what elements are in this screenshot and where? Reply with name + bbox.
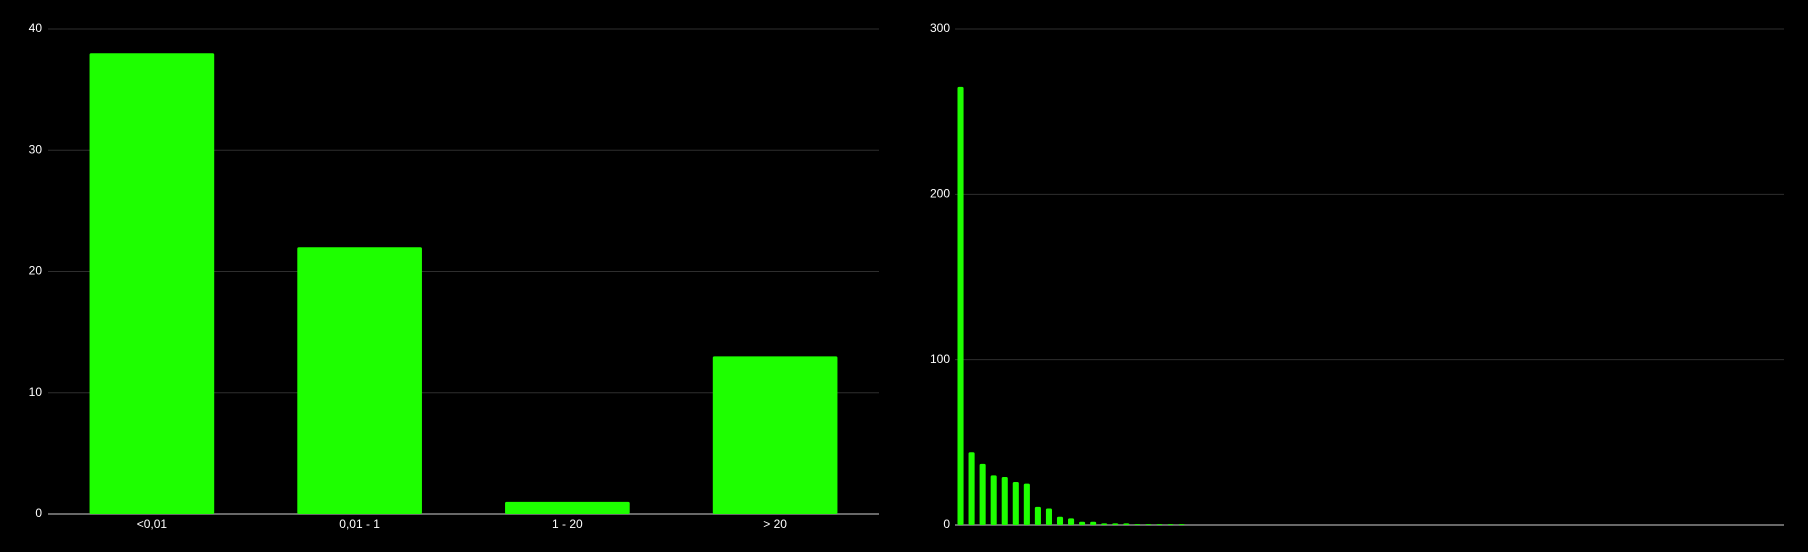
- bar: [89, 53, 215, 514]
- bar: [1056, 516, 1064, 525]
- bar: [1068, 518, 1075, 525]
- bar: [1023, 483, 1030, 525]
- x-tick-label: <0,01: [137, 517, 168, 531]
- bar: [1045, 508, 1052, 525]
- y-tick-label: 30: [29, 142, 43, 156]
- bar: [1178, 524, 1185, 525]
- bar: [1167, 524, 1174, 525]
- bar: [1090, 521, 1097, 525]
- bar: [1079, 521, 1086, 525]
- bar: [1101, 523, 1108, 525]
- bar: [1145, 524, 1152, 525]
- bar: [1112, 523, 1119, 525]
- bar: [297, 247, 422, 514]
- bar: [990, 475, 997, 525]
- y-tick-label: 20: [29, 264, 43, 278]
- y-tick-label: 200: [930, 187, 950, 201]
- x-tick-label: 0,01 - 1: [339, 517, 380, 531]
- bar: [1001, 477, 1008, 525]
- y-tick-label: 10: [29, 385, 43, 399]
- y-tick-label: 100: [930, 352, 950, 366]
- bar: [1134, 524, 1141, 525]
- bar: [1156, 524, 1163, 525]
- y-tick-label: 0: [35, 506, 42, 520]
- bar: [712, 356, 838, 514]
- bar: [968, 452, 975, 525]
- x-tick-label: 1 - 20: [552, 517, 583, 531]
- bar: [979, 463, 986, 525]
- bar: [1034, 506, 1041, 525]
- bar: [1123, 523, 1130, 525]
- bar: [1012, 482, 1019, 525]
- x-tick-label: > 20: [763, 517, 787, 531]
- y-tick-label: 300: [930, 21, 950, 35]
- bar: [957, 86, 964, 525]
- y-tick-label: 40: [29, 21, 43, 35]
- y-tick-label: 0: [943, 517, 950, 531]
- bar: [505, 501, 630, 514]
